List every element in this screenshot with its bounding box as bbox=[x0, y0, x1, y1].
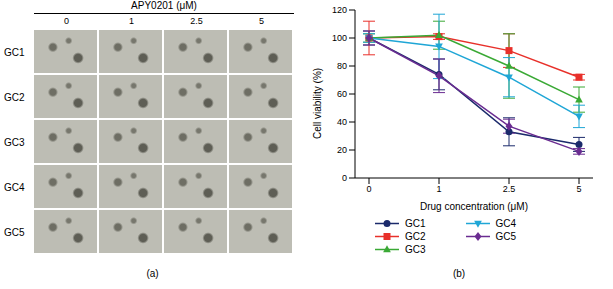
svg-text:20: 20 bbox=[337, 145, 347, 155]
svg-text:2.5: 2.5 bbox=[503, 184, 516, 194]
svg-text:5: 5 bbox=[576, 184, 581, 194]
html-text:GC4: GC4 bbox=[4, 181, 25, 193]
svg-text:Cell viability (%): Cell viability (%) bbox=[312, 68, 323, 139]
html-text:GC3: GC3 bbox=[4, 136, 25, 148]
html-text:GC3: GC3 bbox=[405, 244, 426, 255]
svg-text:0: 0 bbox=[366, 184, 371, 194]
svg-text:Drug concentration (μM): Drug concentration (μM) bbox=[420, 201, 528, 212]
svg-text:40: 40 bbox=[337, 117, 347, 127]
svg-text:60: 60 bbox=[337, 89, 347, 99]
html-text:GC5: GC5 bbox=[4, 226, 25, 238]
svg-text:120: 120 bbox=[332, 5, 347, 15]
html-text:GC5: GC5 bbox=[495, 231, 517, 242]
html-text:GC1: GC1 bbox=[4, 46, 25, 58]
svg-text:80: 80 bbox=[337, 61, 347, 71]
html-text:2.5: 2.5 bbox=[190, 16, 203, 26]
svg-text:0: 0 bbox=[342, 173, 347, 183]
svg-text:1: 1 bbox=[436, 184, 441, 194]
html-text:1: 1 bbox=[129, 16, 134, 26]
html-text:(b): (b) bbox=[452, 268, 466, 279]
svg-text:100: 100 bbox=[332, 33, 347, 43]
html-text:(a): (a) bbox=[146, 268, 159, 279]
html-text:GC2: GC2 bbox=[4, 91, 25, 103]
html-text:APY0201 (μM): APY0201 (μM) bbox=[131, 0, 197, 11]
html-text:0: 0 bbox=[64, 16, 69, 26]
html-text:GC1: GC1 bbox=[405, 218, 426, 229]
html-text:GC4: GC4 bbox=[495, 218, 517, 229]
html-text:5: 5 bbox=[259, 16, 264, 26]
html-text:GC2: GC2 bbox=[405, 231, 426, 242]
